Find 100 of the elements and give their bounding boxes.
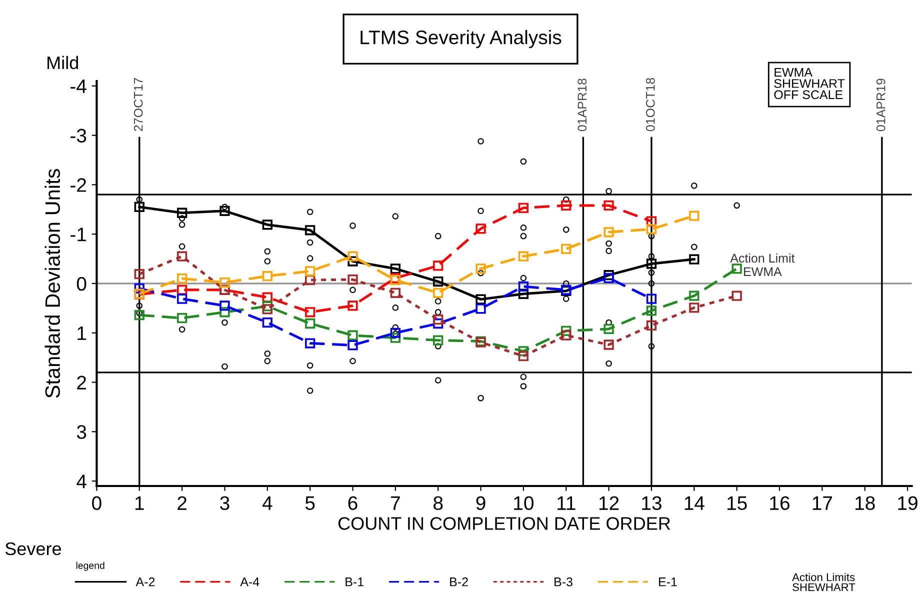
x-tick-label: 18 — [856, 496, 875, 510]
x-tick-label: 10 — [514, 496, 534, 510]
text: Mild — [48, 56, 78, 70]
y-axis-title: Standard Deviation Units — [44, 169, 60, 398]
point — [646, 216, 657, 226]
text: Severe — [5, 542, 62, 556]
point — [305, 266, 316, 276]
point — [689, 254, 700, 264]
point — [220, 307, 230, 318]
point — [732, 290, 742, 301]
x-tick-label: 13 — [642, 496, 662, 510]
x-tick-label: 12 — [599, 496, 619, 510]
y-tick-label: 4 — [76, 474, 86, 488]
point — [561, 244, 572, 254]
point — [262, 292, 272, 302]
legend-title: legend — [76, 562, 104, 571]
point — [476, 224, 486, 234]
y-tick-label: 2 — [77, 376, 86, 390]
point — [476, 264, 486, 274]
chart-title: LTMS Severity Analysis — [360, 30, 562, 48]
point — [518, 202, 529, 214]
point — [348, 251, 358, 262]
point — [518, 288, 529, 299]
point — [220, 300, 230, 311]
point — [433, 260, 444, 271]
point — [220, 277, 230, 288]
legend-label: B-3 — [554, 577, 572, 586]
y-tick-label: -1 — [70, 228, 86, 242]
x-tick-label: 1 — [135, 496, 144, 510]
point — [262, 220, 272, 230]
point — [561, 200, 572, 211]
point — [689, 302, 700, 313]
point — [646, 306, 657, 316]
point — [604, 272, 614, 284]
point — [176, 251, 188, 262]
x-axis-title: COUNT IN COMPLETION DATE ORDER — [338, 517, 670, 530]
text: Action Limits SHEWHART — [792, 572, 856, 592]
point — [176, 273, 188, 284]
point — [518, 281, 529, 292]
x-tick-label: 19 — [898, 496, 918, 510]
annotation: EWMA SHEWHART OFF SCALE — [774, 68, 845, 100]
point — [646, 224, 657, 234]
x-tick-label: 6 — [348, 496, 358, 510]
ref-line-label: Action Limit EWMA — [730, 253, 795, 276]
point — [134, 202, 144, 212]
point — [433, 288, 444, 298]
x-tick-label: 15 — [727, 496, 747, 510]
point — [348, 300, 358, 311]
legend-label: B-2 — [450, 577, 468, 586]
y-tick-label: -3 — [70, 128, 86, 143]
x-tick-label: 5 — [305, 496, 315, 510]
y-tick-label: 3 — [76, 425, 86, 439]
point — [348, 340, 358, 350]
point — [689, 290, 700, 301]
point — [604, 200, 614, 211]
x-tick-label: 11 — [558, 496, 576, 510]
point — [518, 251, 529, 262]
point — [646, 258, 657, 269]
point — [262, 271, 272, 282]
y-tick-label: -2 — [70, 178, 86, 192]
point — [604, 324, 614, 334]
point — [348, 256, 358, 266]
point — [433, 314, 444, 325]
x-tick-label: 7 — [391, 496, 400, 510]
ref-line-label: 01APR18 — [578, 78, 587, 132]
point — [390, 288, 400, 298]
point — [176, 284, 188, 295]
point — [476, 304, 486, 314]
point — [604, 227, 614, 238]
point — [390, 328, 400, 338]
point — [134, 269, 144, 280]
ref-line-label: 27OCT17 — [134, 78, 143, 131]
point — [433, 335, 444, 346]
x-tick-label: 4 — [262, 496, 272, 510]
point — [305, 274, 316, 286]
x-tick-label: 9 — [476, 496, 486, 510]
point — [561, 326, 572, 336]
point — [390, 332, 400, 343]
point — [305, 338, 316, 348]
point — [305, 318, 316, 329]
x-tick-label: 14 — [684, 496, 704, 510]
point — [220, 206, 230, 216]
point — [561, 330, 572, 340]
point — [176, 313, 188, 324]
y-tick-label: 1 — [78, 326, 86, 340]
legend-label: A-4 — [240, 578, 260, 586]
point — [176, 294, 188, 304]
point — [134, 310, 144, 320]
x-tick-label: 3 — [220, 496, 230, 510]
point — [348, 330, 358, 340]
point — [433, 318, 444, 329]
point — [176, 208, 188, 218]
x-tick-label: 2 — [178, 496, 186, 510]
point — [476, 294, 486, 304]
point — [348, 274, 358, 285]
ref-line-label: 01APR19 — [876, 78, 886, 132]
point — [305, 225, 316, 236]
point — [390, 264, 400, 274]
y-tick-label: -4 — [70, 80, 86, 93]
y-tick-label: 0 — [76, 276, 86, 291]
